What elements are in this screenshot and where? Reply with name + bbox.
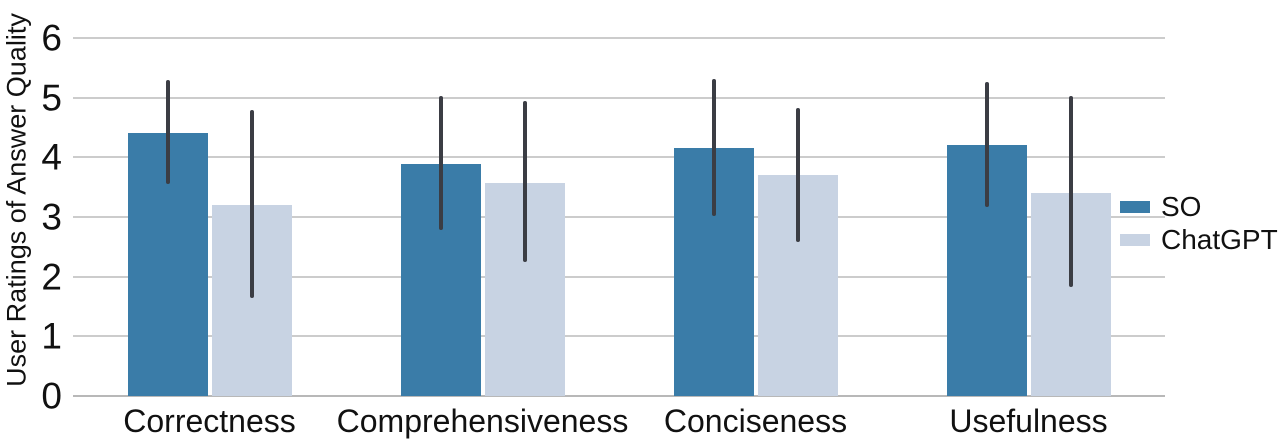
x-category-label-correctness: Correctness [123,403,296,439]
legend-entry-so: SO [1120,190,1278,223]
legend-label-so: SO [1161,190,1202,222]
legend-label-chatgpt: ChatGPT [1161,223,1278,255]
plot-area [73,0,1165,397]
y-tick-label: 5 [41,77,62,119]
error-bar-so-comprehensiveness [438,96,443,231]
error-bar-chatgpt-usefulness [1068,96,1073,288]
y-tick-label: 0 [41,375,62,417]
legend-swatch-so [1120,200,1150,213]
x-category-label-conciseness: Conciseness [663,403,848,439]
y-tick-label: 1 [41,315,62,357]
gridline [73,395,1165,397]
legend: SO ChatGPT [1120,190,1278,256]
gridline [73,156,1165,159]
error-bar-so-correctness [165,79,170,185]
y-tick-label: 2 [41,256,62,298]
error-bar-so-conciseness [711,78,716,216]
gridline [73,36,1165,39]
error-bar-so-usefulness [984,81,989,208]
y-tick-label: 6 [41,17,62,59]
error-bar-chatgpt-correctness [249,109,254,298]
error-bar-chatgpt-comprehensiveness [522,100,527,262]
x-category-label-comprehensiveness: Comprehensiveness [336,403,629,439]
x-category-label-usefulness: Usefulness [949,403,1108,439]
error-bar-chatgpt-conciseness [795,107,800,243]
legend-entry-chatgpt: ChatGPT [1120,223,1278,256]
y-tick-label: 4 [41,136,62,178]
legend-swatch-chatgpt [1120,233,1150,246]
gridline [73,275,1165,278]
gridline [73,215,1165,218]
gridline [73,96,1165,99]
gridline [73,335,1165,338]
y-tick-label: 3 [41,196,62,238]
